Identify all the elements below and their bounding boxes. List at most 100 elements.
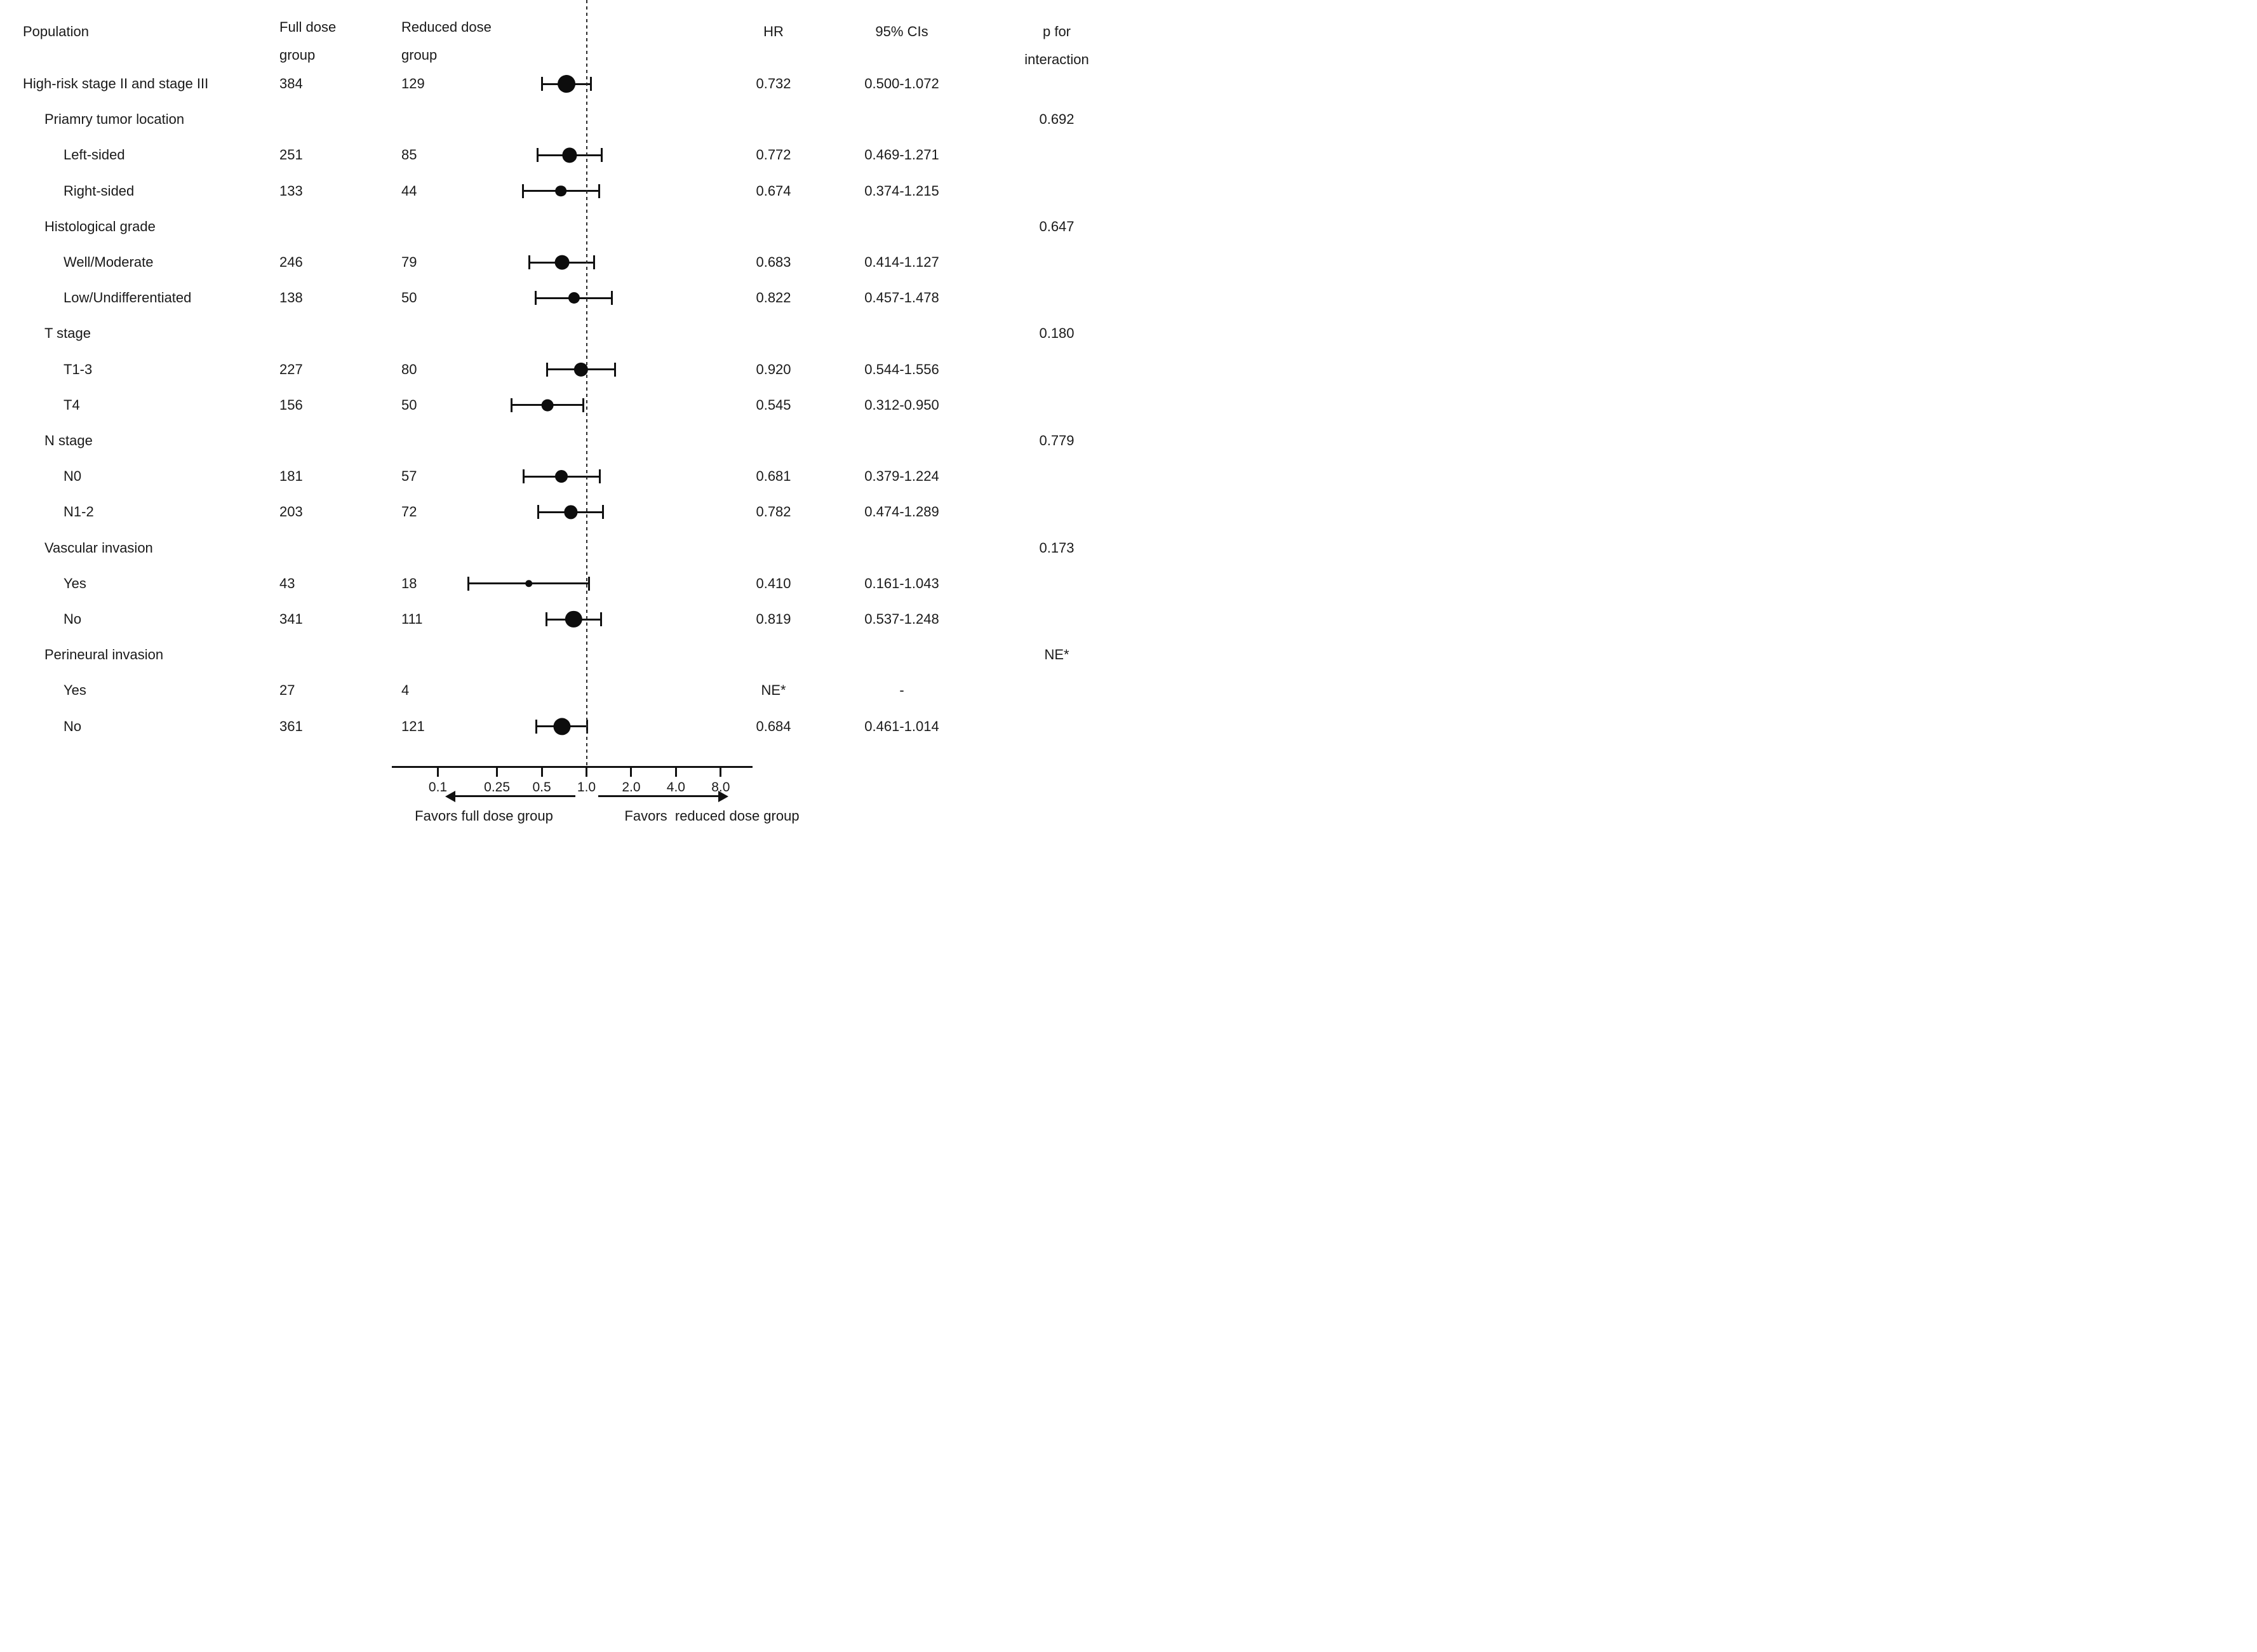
x-axis-tick: [496, 768, 499, 777]
x-axis-tick-label: 2.0: [622, 780, 641, 795]
row-ci-value: 0.379-1.224: [864, 468, 939, 485]
row-full-dose-n: 361: [279, 718, 303, 734]
ci-cap-high: [598, 469, 601, 484]
row-reduced-dose-n: 18: [401, 575, 417, 591]
row-reduced-dose-n: 44: [401, 182, 417, 199]
ci-cap-high: [601, 505, 604, 520]
row-label: N0: [64, 468, 82, 485]
row-hr-value: 0.822: [756, 290, 791, 306]
row-ci-value: 0.414-1.127: [864, 254, 939, 271]
forest-row: Low/Undifferentiated 138 50 0.822 0.457-…: [0, 280, 1128, 316]
hr-point-marker: [555, 470, 568, 483]
column-header-p-interaction: p for interaction: [1024, 24, 1089, 67]
ci-cap-high: [582, 398, 584, 412]
row-full-dose-n: 341: [279, 611, 303, 628]
forest-plot-figure: Population Full dose group Reduced dose …: [0, 0, 1128, 826]
forest-row: Priamry tumor location 0.692: [0, 102, 1128, 137]
row-ci-value: 0.544-1.556: [864, 361, 939, 377]
x-axis-tick: [437, 768, 439, 777]
forest-row: T1-3 227 80 0.920 0.544-1.556: [0, 352, 1128, 387]
row-p-value: 0.180: [1039, 325, 1075, 342]
row-label: Well/Moderate: [64, 254, 154, 271]
row-full-dose-n: 138: [279, 290, 303, 306]
ci-cap-low: [540, 77, 543, 91]
row-ci-value: 0.312-0.950: [864, 396, 939, 413]
column-header-population: Population: [23, 24, 89, 39]
ci-cap-low: [535, 719, 538, 734]
row-label: T1-3: [64, 361, 93, 377]
row-hr-value: 0.732: [756, 76, 791, 92]
hr-point-marker: [541, 399, 554, 412]
row-label: Vascular invasion: [44, 539, 153, 556]
row-label: No: [64, 611, 82, 628]
row-full-dose-n: 251: [279, 147, 303, 163]
row-reduced-dose-n: 50: [401, 396, 417, 413]
row-label: Histological grade: [44, 218, 156, 234]
forest-row: Well/Moderate 246 79 0.683 0.414-1.127: [0, 245, 1128, 280]
hr-point-marker: [554, 255, 570, 270]
row-full-dose-n: 133: [279, 182, 303, 199]
hr-point-marker: [573, 362, 589, 377]
row-reduced-dose-n: 57: [401, 468, 417, 485]
row-ci-value: 0.374-1.215: [864, 182, 939, 199]
hr-point-marker: [562, 147, 577, 163]
forest-row: N0 181 57 0.681 0.379-1.224: [0, 459, 1128, 494]
row-label: Yes: [64, 682, 86, 699]
row-reduced-dose-n: 4: [401, 682, 410, 699]
column-header-full-dose-group: Full dose group: [279, 19, 337, 63]
row-ci-value: 0.537-1.248: [864, 611, 939, 628]
row-ci-value: 0.461-1.014: [864, 718, 939, 734]
row-p-value: NE*: [1044, 647, 1069, 663]
forest-row: Yes 43 18 0.410 0.161-1.043: [0, 566, 1128, 601]
row-hr-value: 0.772: [756, 147, 791, 163]
ci-cap-high: [599, 612, 602, 627]
x-axis-tick: [540, 768, 543, 777]
row-full-dose-n: 384: [279, 76, 303, 92]
row-hr-value: 0.683: [756, 254, 791, 271]
hr-point-marker: [555, 185, 567, 197]
row-p-value: 0.647: [1039, 218, 1075, 234]
row-p-value: 0.692: [1039, 111, 1075, 128]
column-header-reduced-dose-group: Reduced dose group: [401, 19, 492, 63]
forest-row: T4 156 50 0.545 0.312-0.950: [0, 387, 1128, 423]
ci-cap-high: [613, 362, 616, 377]
row-full-dose-n: 203: [279, 504, 303, 520]
ci-cap-low: [510, 398, 512, 412]
column-header-95ci: 95% CIs: [875, 24, 928, 39]
favors-full-dose-label: Favors full dose group: [415, 808, 553, 824]
row-label: Perineural invasion: [44, 647, 164, 663]
row-hr-value: 0.819: [756, 611, 791, 628]
x-axis-tick: [630, 768, 633, 777]
column-header-hr: HR: [763, 24, 784, 39]
hr-point-marker: [525, 580, 533, 588]
row-label: High-risk stage II and stage III: [23, 76, 209, 92]
favors-reduced-dose-arrow-head-icon: [718, 790, 728, 802]
row-reduced-dose-n: 72: [401, 504, 417, 520]
x-axis-tick-label: 0.5: [532, 780, 551, 795]
favors-reduced-dose-label: Favors reduced dose group: [624, 808, 800, 824]
forest-row: Left-sided 251 85 0.772 0.469-1.271: [0, 137, 1128, 173]
ci-cap-low: [535, 291, 537, 306]
row-hr-value: 0.782: [756, 504, 791, 520]
row-hr-value: 0.920: [756, 361, 791, 377]
row-ci-value: 0.500-1.072: [864, 76, 939, 92]
ci-cap-high: [598, 184, 600, 198]
ci-cap-low: [522, 184, 525, 198]
x-axis-tick-label: 4.0: [666, 780, 685, 795]
row-label: Priamry tumor location: [44, 111, 185, 128]
row-hr-value: NE*: [761, 682, 786, 699]
hr-point-marker: [557, 75, 575, 93]
row-label: T stage: [44, 325, 91, 342]
ci-cap-high: [610, 291, 613, 306]
x-axis-tick: [720, 768, 722, 777]
ci-cap-low: [545, 612, 547, 627]
hr-point-marker: [568, 292, 580, 304]
row-full-dose-n: 181: [279, 468, 303, 485]
x-axis-line: [392, 766, 753, 768]
row-reduced-dose-n: 50: [401, 290, 417, 306]
reference-line-hr-1: [586, 0, 587, 766]
ci-cap-low: [537, 148, 539, 163]
row-hr-value: 0.684: [756, 718, 791, 734]
ci-cap-low: [523, 469, 525, 484]
forest-row: High-risk stage II and stage III 384 129…: [0, 66, 1128, 102]
